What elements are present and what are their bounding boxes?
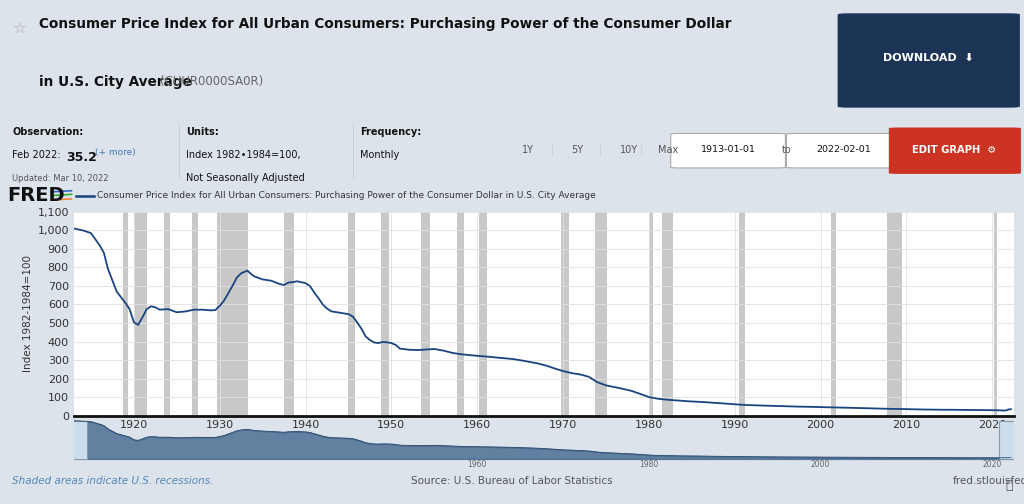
- Text: Index 1982•1984=100,: Index 1982•1984=100,: [186, 150, 301, 159]
- Bar: [164, 212, 170, 416]
- Text: Consumer Price Index for All Urban Consumers: Purchasing Power of the Consumer D: Consumer Price Index for All Urban Consu…: [97, 191, 596, 200]
- FancyBboxPatch shape: [889, 128, 1021, 174]
- Bar: [191, 212, 199, 416]
- Bar: [999, 421, 1024, 459]
- FancyBboxPatch shape: [786, 134, 901, 168]
- Bar: [739, 212, 744, 416]
- Bar: [284, 212, 294, 416]
- Text: |: |: [551, 144, 554, 155]
- Y-axis label: Index 1982-1984=100: Index 1982-1984=100: [24, 255, 33, 372]
- Text: 1913-01-01: 1913-01-01: [700, 145, 756, 154]
- Text: 10Y: 10Y: [620, 145, 638, 155]
- Bar: [595, 212, 607, 416]
- Text: to: to: [781, 145, 792, 155]
- Text: 35.2: 35.2: [67, 151, 97, 164]
- Text: FRED: FRED: [7, 186, 65, 205]
- Bar: [134, 212, 146, 416]
- FancyBboxPatch shape: [671, 134, 785, 168]
- Text: (+ more): (+ more): [95, 148, 136, 157]
- Text: Feb 2022:: Feb 2022:: [12, 150, 65, 159]
- Text: Updated: Mar 10, 2022: Updated: Mar 10, 2022: [12, 174, 109, 183]
- Bar: [993, 212, 996, 416]
- Text: Frequency:: Frequency:: [360, 127, 422, 137]
- Text: Monthly: Monthly: [360, 150, 399, 159]
- Text: ☆: ☆: [12, 22, 26, 37]
- Text: Not Seasonally Adjusted: Not Seasonally Adjusted: [186, 173, 305, 183]
- Bar: [348, 212, 355, 416]
- Text: Source: U.S. Bureau of Labor Statistics: Source: U.S. Bureau of Labor Statistics: [412, 476, 612, 486]
- Text: Observation:: Observation:: [12, 127, 84, 137]
- Text: EDIT GRAPH  ⚙: EDIT GRAPH ⚙: [912, 145, 996, 155]
- Bar: [479, 212, 487, 416]
- Bar: [60, 421, 87, 459]
- Text: ⤢: ⤢: [1005, 479, 1013, 492]
- Bar: [887, 212, 902, 416]
- Text: |: |: [599, 144, 602, 155]
- Text: Shaded areas indicate U.S. recessions.: Shaded areas indicate U.S. recessions.: [12, 476, 214, 486]
- Text: in U.S. City Average: in U.S. City Average: [39, 75, 197, 89]
- Text: DOWNLOAD  ⬇: DOWNLOAD ⬇: [884, 53, 974, 63]
- Text: Max: Max: [658, 145, 679, 155]
- Text: 1980: 1980: [639, 461, 658, 469]
- Text: Units:: Units:: [186, 127, 219, 137]
- Text: 2000: 2000: [811, 461, 830, 469]
- Bar: [217, 212, 248, 416]
- Bar: [830, 212, 836, 416]
- Bar: [381, 212, 389, 416]
- Bar: [649, 212, 653, 416]
- Text: 5Y: 5Y: [571, 145, 584, 155]
- Text: |: |: [640, 144, 643, 155]
- Bar: [561, 212, 569, 416]
- Bar: [457, 212, 464, 416]
- Text: 2022-02-01: 2022-02-01: [816, 145, 871, 154]
- FancyBboxPatch shape: [838, 13, 1020, 108]
- Text: 1960: 1960: [468, 461, 486, 469]
- Text: 2020: 2020: [983, 461, 1001, 469]
- Text: Consumer Price Index for All Urban Consumers: Purchasing Power of the Consumer D: Consumer Price Index for All Urban Consu…: [39, 17, 731, 31]
- Bar: [662, 212, 673, 416]
- Text: fred.stlouisfed.org: fred.stlouisfed.org: [952, 476, 1024, 486]
- Text: 1Y: 1Y: [522, 145, 535, 155]
- Text: (CUUR0000SA0R): (CUUR0000SA0R): [160, 75, 263, 88]
- Bar: [422, 212, 430, 416]
- Bar: [123, 212, 128, 416]
